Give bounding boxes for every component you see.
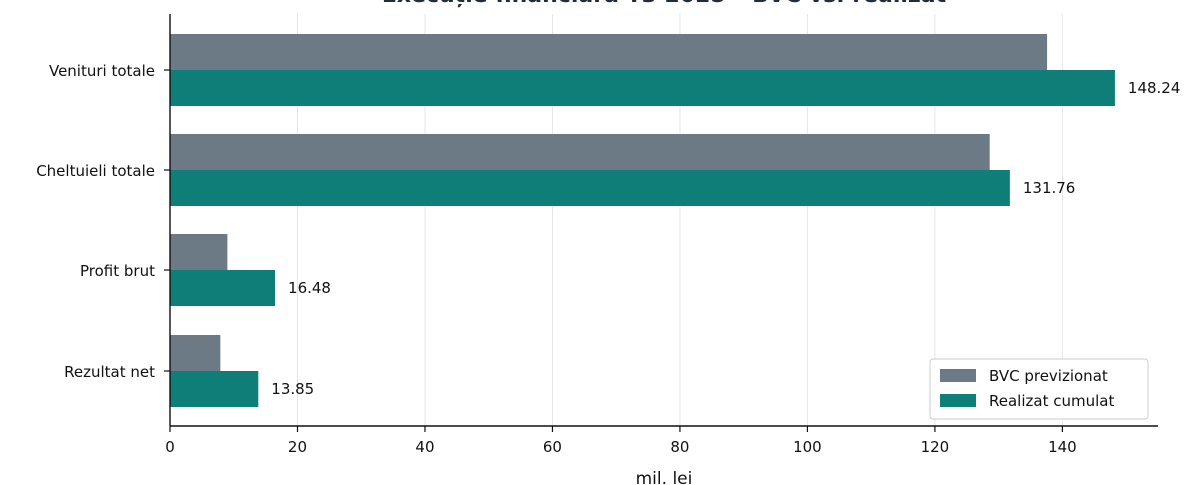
bar-bvc-previzionat	[170, 234, 228, 270]
bar-realizat-cumulat	[170, 270, 276, 306]
x-tick-label: 0	[165, 438, 175, 456]
bar-bvc-previzionat	[170, 34, 1048, 70]
data-labels: 148.24 131.76 16.48 13.85	[271, 79, 1180, 398]
legend-box	[929, 358, 1149, 420]
x-tick-label: 20	[288, 438, 307, 456]
data-label-realizat: 13.85	[271, 380, 314, 398]
legend: BVC previzionat Realizat cumulat	[929, 358, 1149, 420]
category-label: Rezultat net	[64, 363, 155, 381]
legend-label-bvc: BVC previzionat	[989, 367, 1108, 385]
data-label-realizat: 148.24	[1128, 79, 1181, 97]
legend-swatch-bvc	[940, 369, 976, 382]
chart-title: Execuție financiară T3 2025 – BVC vs. re…	[382, 0, 947, 8]
legend-swatch-realizat	[940, 394, 976, 407]
x-tick-label: 80	[670, 438, 689, 456]
category-label: Venituri totale	[49, 62, 155, 80]
axes-group	[164, 14, 1158, 432]
x-tick-label: 40	[415, 438, 434, 456]
bar-bvc-previzionat	[170, 134, 990, 170]
bars-group	[170, 34, 1115, 407]
legend-label-realizat: Realizat cumulat	[989, 392, 1114, 410]
bar-realizat-cumulat	[170, 170, 1010, 206]
data-label-realizat: 131.76	[1023, 179, 1076, 197]
data-label-realizat: 16.48	[288, 279, 331, 297]
x-tick-label: 60	[543, 438, 562, 456]
x-axis-label: mil. lei	[636, 469, 693, 485]
category-label: Cheltuieli totale	[36, 162, 155, 180]
tick-labels: 0 20 40 60 80 100 120 140	[165, 438, 1076, 456]
bar-realizat-cumulat	[170, 70, 1115, 106]
bar-realizat-cumulat	[170, 371, 259, 407]
x-tick-label: 140	[1048, 438, 1077, 456]
category-labels: Venituri totale Cheltuieli totale Profit b…	[36, 62, 155, 381]
category-label: Profit brut	[80, 262, 155, 280]
x-tick-label: 120	[921, 438, 950, 456]
x-tick-label: 100	[793, 438, 822, 456]
bar-bvc-previzionat	[170, 335, 221, 371]
